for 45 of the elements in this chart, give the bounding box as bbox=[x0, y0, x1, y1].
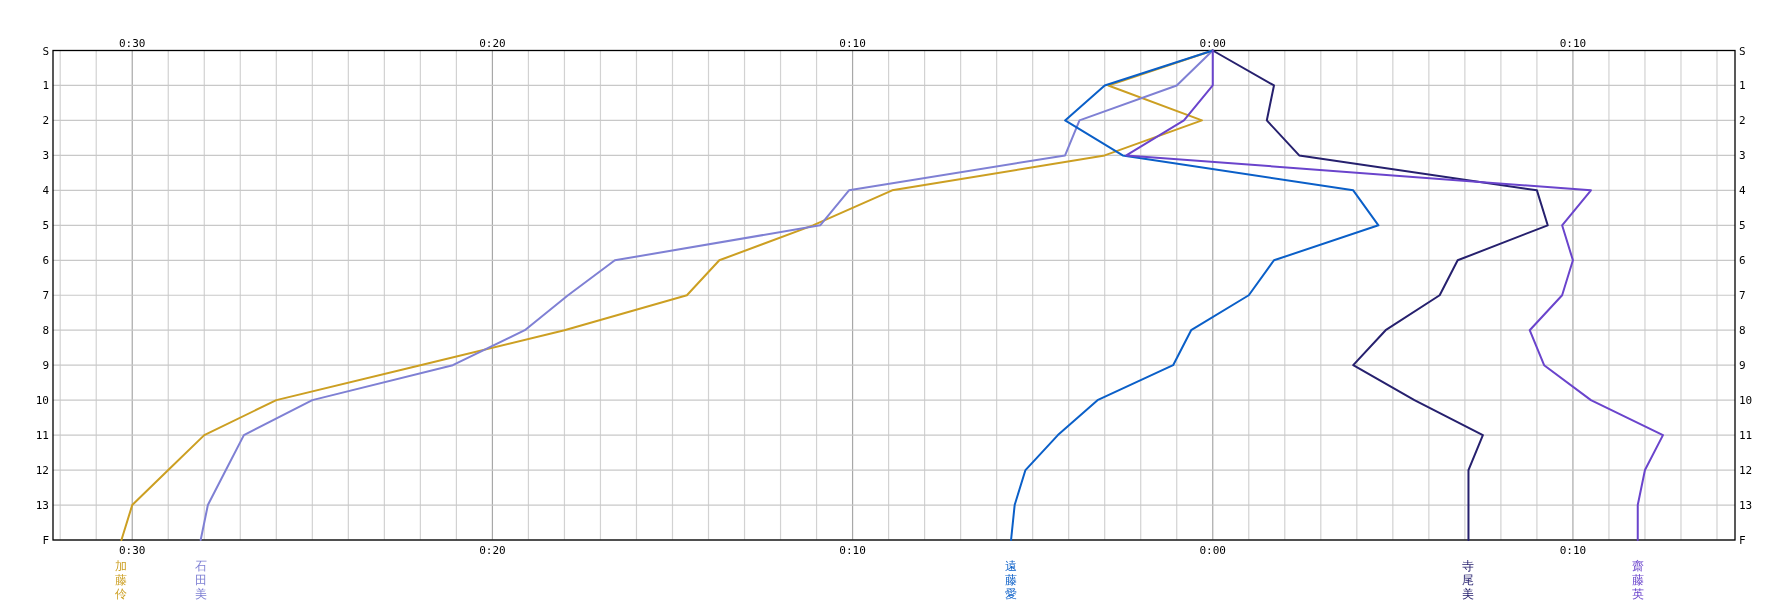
category-label: 2 bbox=[1739, 114, 1746, 128]
category-label: F bbox=[1739, 534, 1746, 547]
category-label: 1 bbox=[1739, 79, 1746, 93]
x2-tick-label: 0:00 bbox=[1199, 36, 1226, 50]
y-tick-label: F bbox=[42, 534, 49, 547]
y-tick-label: S bbox=[42, 44, 49, 58]
x-tick-label: 0:30 bbox=[118, 544, 146, 557]
series-label: 加藤伶 bbox=[115, 559, 128, 600]
y-tick-label: 9 bbox=[42, 359, 49, 373]
category-label: 13 bbox=[1739, 499, 1753, 513]
y-tick-label: 13 bbox=[35, 499, 49, 513]
y-tick-label: 10 bbox=[35, 394, 49, 408]
category-label: 7 bbox=[1739, 289, 1746, 303]
x-tick-label: 0:10 bbox=[839, 544, 866, 557]
y-tick-label: 2 bbox=[42, 114, 49, 128]
x2-tick-label: 0:10 bbox=[839, 36, 866, 50]
y-tick-label: 8 bbox=[42, 324, 49, 338]
y-tick-label: 3 bbox=[42, 149, 49, 163]
y-tick-label: 12 bbox=[35, 464, 49, 478]
series-label: 遠藤愛 bbox=[1005, 559, 1018, 600]
category-label: S bbox=[1739, 44, 1746, 58]
category-label: 12 bbox=[1739, 464, 1753, 478]
y-tick-label: 4 bbox=[42, 184, 50, 198]
x-tick-label: 0:10 bbox=[1559, 544, 1587, 557]
series-label: 石田美 bbox=[194, 559, 207, 600]
x-tick-label: 0:00 bbox=[1199, 544, 1226, 557]
category-label: 8 bbox=[1739, 324, 1746, 338]
series-label: 寺尾美 bbox=[1462, 559, 1475, 600]
category-label: 3 bbox=[1739, 149, 1746, 163]
y-tick-label: 6 bbox=[42, 254, 49, 268]
category-label: 9 bbox=[1739, 359, 1746, 373]
series-label: 齋藤英 bbox=[1631, 559, 1644, 600]
x2-tick-label: 0:30 bbox=[118, 36, 146, 50]
category-label: 4 bbox=[1739, 184, 1746, 198]
x-tick-label: 0:20 bbox=[479, 544, 506, 557]
x2-tick-label: 0:20 bbox=[479, 36, 506, 50]
y-tick-label: 11 bbox=[35, 429, 49, 443]
y-tick-label: 7 bbox=[42, 289, 49, 303]
category-label: 10 bbox=[1739, 394, 1753, 408]
y-tick-label: 1 bbox=[42, 79, 49, 93]
y-tick-label: 5 bbox=[42, 219, 49, 233]
category-label: 6 bbox=[1739, 254, 1746, 268]
category-label: 11 bbox=[1739, 429, 1753, 443]
category-label: 5 bbox=[1739, 219, 1746, 233]
x2-tick-label: 0:10 bbox=[1559, 36, 1587, 50]
